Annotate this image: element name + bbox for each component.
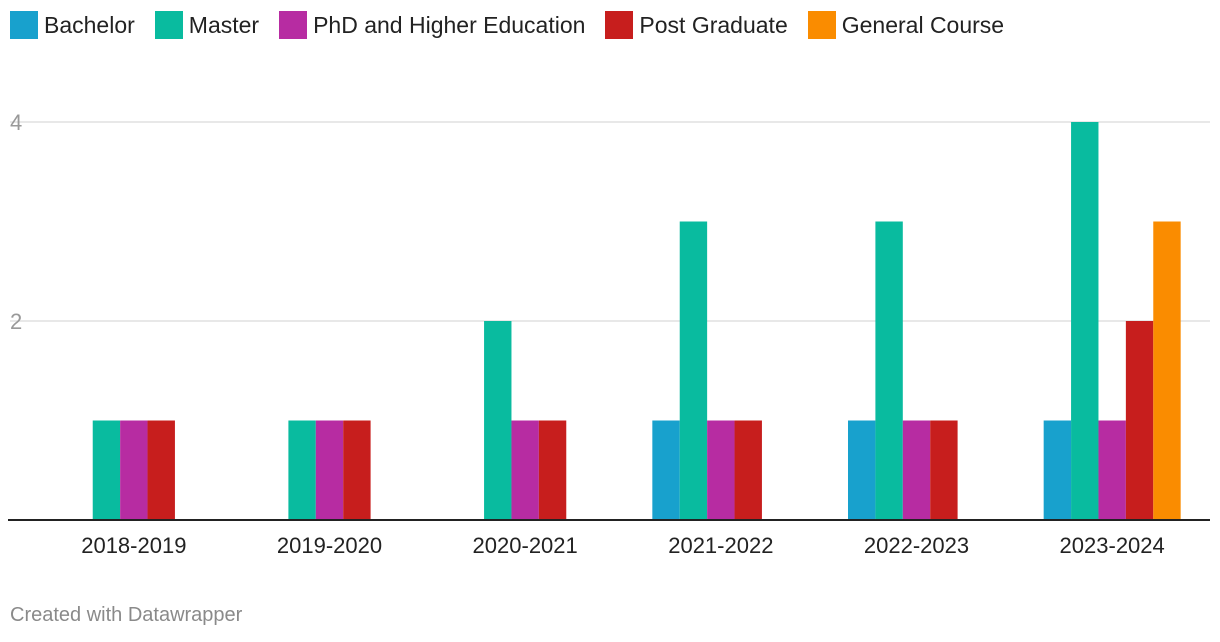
legend-label: Bachelor [44,11,135,38]
x-tick-label: 2022-2023 [864,533,969,558]
bar [92,420,121,520]
bar [511,420,539,520]
bar [707,420,735,520]
legend-label: Post Graduate [639,11,788,38]
y-tick-label: 2 [10,309,22,334]
bar [652,420,680,520]
bar [1043,420,1072,520]
legend-label: General Course [841,11,1005,38]
legend-label: Master [188,11,260,38]
y-tick-label: 4 [10,110,22,135]
bar [1125,321,1154,520]
bar-chart: 2 4 2018-2019 2019-2020 2020-2021 2021-2022 20… [8,110,1210,558]
bar [902,420,931,520]
legend-item: Post Graduate [605,11,788,39]
footer-credit: Created with Datawrapper [10,604,243,626]
legend: Bachelor Master PhD and Higher Education Po… [10,11,1024,39]
legend-item: Master [154,11,260,39]
bar [147,420,175,520]
bar [343,420,371,520]
bar [848,420,876,520]
x-tick-label: 2021-2022 [668,533,773,558]
bar [315,420,344,520]
legend-swatch [10,11,38,39]
bar [734,420,762,520]
bar [120,420,148,520]
legend-item: PhD and Higher Education [279,11,585,39]
legend-swatch [605,11,634,39]
bar [1098,420,1126,520]
legend-swatch [807,11,836,39]
bar [1153,221,1181,520]
legend-item: General Course [807,11,1005,39]
x-tick-label: 2020-2021 [473,533,578,558]
legend-item: Bachelor [10,11,135,39]
bar [538,420,567,520]
legend-swatch [154,11,183,39]
bar [875,221,903,520]
x-tick-label: 2018-2019 [81,533,186,558]
bar [484,321,512,520]
bar [288,420,316,520]
legend-label: PhD and Higher Education [313,11,586,38]
legend-swatch [279,11,308,39]
x-tick-label: 2019-2020 [277,533,382,558]
bar [1071,122,1099,520]
x-tick-label: 2023-2024 [1060,533,1165,558]
bar [679,221,708,520]
bar [930,420,958,520]
